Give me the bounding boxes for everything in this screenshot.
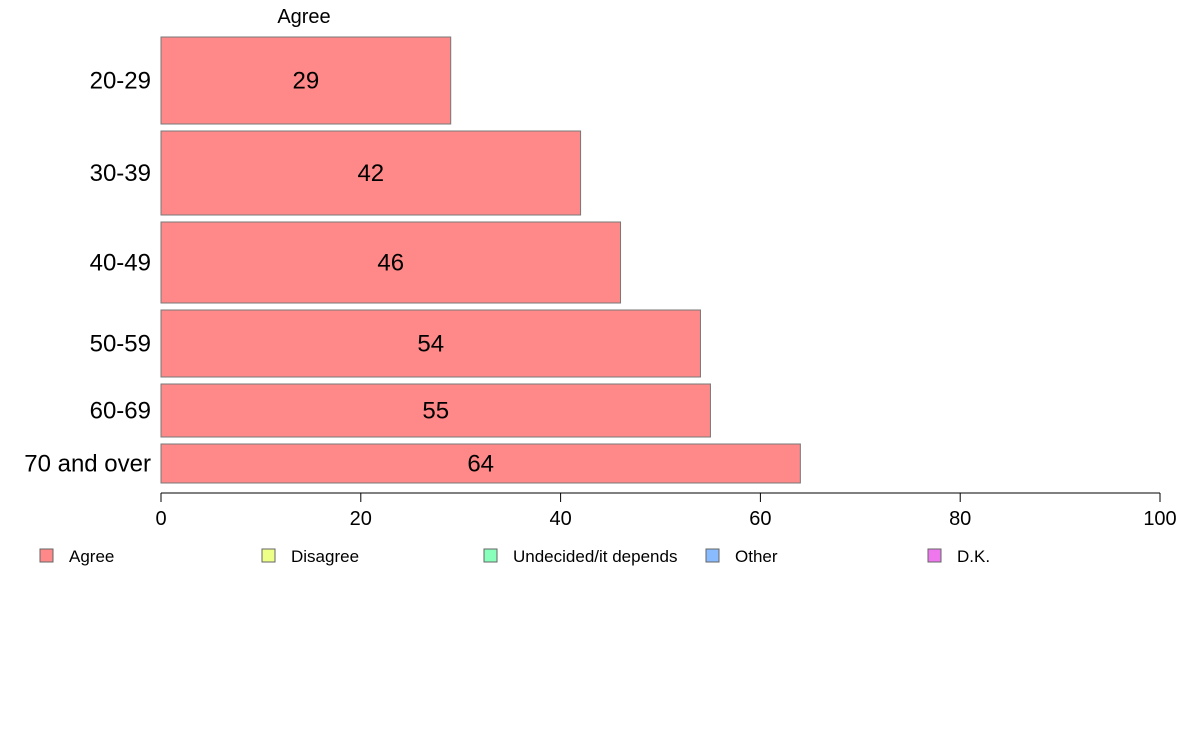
value-label: 42 [357,160,384,187]
value-label: 46 [377,250,404,277]
bar-40-49 [160,221,622,304]
x-tick-label: 40 [549,508,571,530]
bar-50-59 [160,309,701,378]
bar-20-29 [160,36,452,125]
bar-60-69 [160,383,711,438]
x-tick-label: 0 [155,508,166,530]
x-tick-label: 80 [949,508,971,530]
value-label: 64 [467,451,494,478]
category-label: 50-59 [90,331,151,358]
x-tick-label: 60 [749,508,771,530]
bar-70-and-over [160,443,801,484]
category-label: 20-29 [90,68,151,95]
legend-swatch [39,548,54,563]
legend-swatch [483,548,498,563]
category-label: 40-49 [90,250,151,277]
x-tick-label: 100 [1143,508,1176,530]
x-tick-label: 20 [350,508,372,530]
x-axis: 0 20 40 60 80 100 [155,492,1177,530]
legend-swatch [705,548,720,563]
legend-label: Other [735,547,778,566]
legend-label: Disagree [291,547,359,566]
legend-swatch [927,548,942,563]
value-label: 29 [293,68,320,95]
category-label: 60-69 [90,398,151,425]
legend: Agree Disagree Undecided/it depends Other D.… [39,547,990,566]
legend-label: Agree [69,547,114,566]
value-label: 54 [417,331,444,358]
legend-label: D.K. [957,547,990,566]
legend-swatch [261,548,276,563]
bar-30-39 [160,130,582,216]
series-title: Agree [277,6,330,28]
category-label: 30-39 [90,160,151,187]
category-label: 70 and over [24,451,151,478]
bars-group: 29 20-29 42 30-39 46 40-49 54 50-59 55 60-69 64 70 … [24,36,801,484]
legend-label: Undecided/it depends [513,547,677,566]
value-label: 55 [422,398,449,425]
